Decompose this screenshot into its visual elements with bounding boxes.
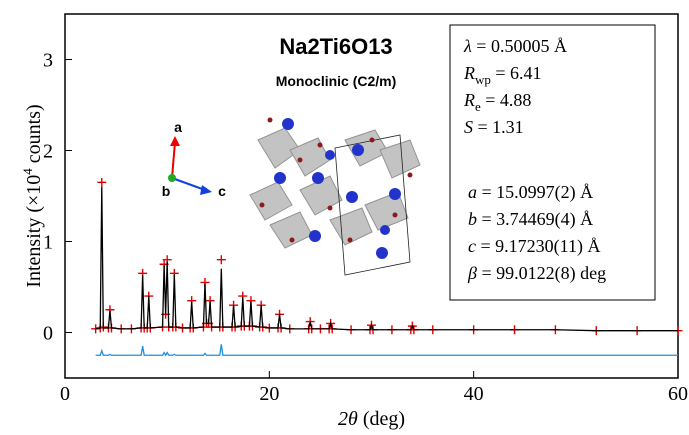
y-axis-label: Intensity (×104 counts) <box>20 104 45 287</box>
crystal-axes: a b c <box>162 119 226 199</box>
annotation-symbol: S <box>464 117 473 137</box>
y-label-text: Intensity (×10 <box>23 175 45 288</box>
annotation-symbol: R <box>463 63 475 83</box>
annotation: a = 15.0997(2) Å <box>468 182 593 203</box>
x-tick-label: 20 <box>259 383 279 405</box>
y-tick-label: 1 <box>43 232 53 254</box>
x-tick-label: 40 <box>464 383 484 405</box>
observed-point <box>216 255 226 265</box>
annotation: Rwp = 6.41 <box>463 63 542 87</box>
annotation-text: = 0.50005 Å <box>472 36 567 56</box>
annotation-sub: wp <box>475 72 491 87</box>
annotation: b = 3.74469(4) Å <box>468 209 593 230</box>
x-axis-label: 2θ (deg) <box>338 408 405 430</box>
y-tick-label: 3 <box>43 50 53 72</box>
annotation-text: = 99.0122(8) deg <box>477 263 606 284</box>
annotation-symbol: β <box>467 263 477 283</box>
annotation-symbol: λ <box>463 36 472 56</box>
annotation: β = 99.0122(8) deg <box>467 263 606 284</box>
crystal-structure <box>249 117 421 276</box>
annotation: S = 1.31 <box>464 117 524 137</box>
series-line <box>95 186 678 332</box>
y-label-sup: 4 <box>20 168 35 175</box>
y-tick-label: 2 <box>43 141 53 163</box>
annotation-text: = 6.41 <box>491 63 542 83</box>
plot-frame <box>64 13 679 379</box>
annotation-text: = 4.88 <box>481 90 532 110</box>
annotation-symbol: a <box>468 182 477 202</box>
y-tick-label: 0 <box>43 323 53 345</box>
annotation-text: = 1.31 <box>473 117 524 137</box>
x-tick-label: 60 <box>668 383 688 405</box>
x-label-symbol: 2θ <box>338 408 358 430</box>
x-tick-label: 0 <box>60 383 70 405</box>
annotation: c = 9.17230(11) Å <box>468 236 600 257</box>
axis-b-label: b <box>162 183 171 199</box>
chart-title: Na2Ti6O13 <box>279 34 392 59</box>
annotation: Re = 4.88 <box>463 90 531 114</box>
annotation-symbol: b <box>468 209 477 229</box>
x-label-text: (deg) <box>358 408 405 430</box>
annotation-text: = 3.74469(4) Å <box>477 209 593 230</box>
chart-subtitle: Monoclinic (C2/m) <box>276 73 397 89</box>
observed-point <box>97 177 107 187</box>
annotation: λ = 0.50005 Å <box>463 36 567 56</box>
info-box <box>449 24 656 301</box>
y-label-end: counts) <box>23 104 45 168</box>
axis-c-label: c <box>218 183 226 199</box>
annotation-symbol: R <box>463 90 475 110</box>
series-line <box>95 344 678 357</box>
axis-a-label: a <box>174 119 182 135</box>
annotation-symbol: c <box>468 236 476 256</box>
annotation-text: = 9.17230(11) Å <box>476 236 600 257</box>
annotation-sub: e <box>475 99 481 114</box>
annotation-text: = 15.0997(2) Å <box>477 182 593 203</box>
